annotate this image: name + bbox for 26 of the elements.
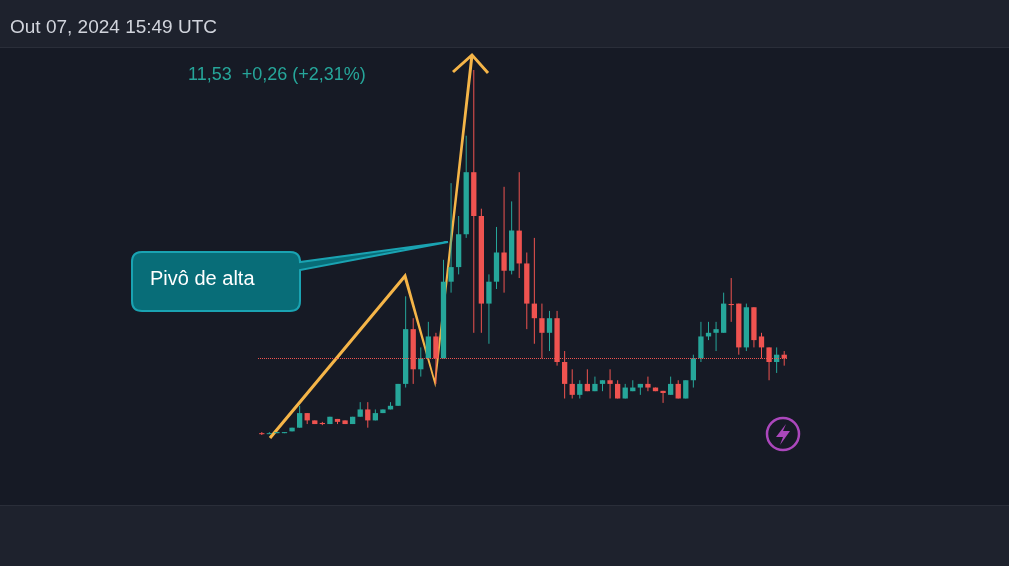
chart-title: Out 07, 2024 15:49 UTC: [10, 16, 218, 38]
candlestick: [531, 237, 538, 345]
candlestick: [577, 379, 583, 399]
chart-subtitle: 11,53 +0,26 (+2,31%): [188, 64, 366, 85]
candlestick: [569, 368, 575, 399]
candlestick: [418, 346, 424, 378]
candlestick: [698, 321, 704, 363]
candlestick: [365, 401, 371, 429]
candlestick: [546, 310, 553, 352]
candlestick: [667, 376, 674, 396]
candlestick: [296, 405, 303, 429]
candlestick: [645, 376, 651, 392]
candlestick: [486, 273, 492, 345]
candlestick: [501, 186, 507, 294]
candlestick: [758, 332, 765, 359]
text: Pivô de alta: [150, 267, 255, 290]
candlestick: [614, 379, 621, 399]
candlestick: [690, 354, 697, 389]
candlestick: [448, 182, 454, 294]
candlestick: [713, 321, 719, 352]
candlestick: [660, 390, 666, 404]
candlestick: [675, 379, 681, 399]
candlestick: [607, 368, 613, 399]
candlestick: [592, 376, 598, 392]
candlestick: [425, 321, 432, 359]
candlestick: [683, 379, 689, 399]
